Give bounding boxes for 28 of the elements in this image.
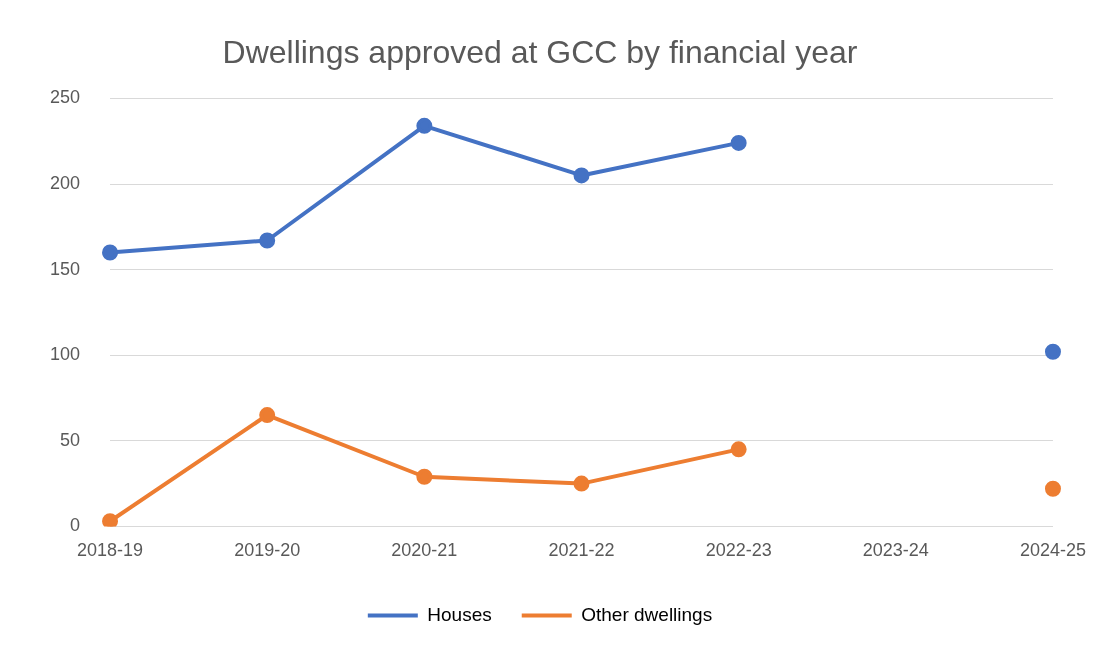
y-tick-label: 100 <box>49 344 81 365</box>
point <box>416 117 433 134</box>
x-tick-label: 2019-20 <box>234 540 301 561</box>
y-tick-label: 50 <box>60 429 81 450</box>
x-tick-label: 2018-19 <box>77 540 144 561</box>
x-tick-label: 2020-21 <box>391 540 458 561</box>
legend-label: Other dwellings <box>581 603 713 625</box>
point <box>1044 480 1061 497</box>
x-tick-label: 2022-23 <box>705 540 772 561</box>
chart-title: Dwellings approved at GCC by financial year <box>222 34 858 71</box>
y-tick-label: 0 <box>70 515 81 536</box>
y-tick-label: 200 <box>49 172 81 193</box>
y-tick-label: 250 <box>49 87 81 108</box>
y-tick-label: 150 <box>49 258 81 279</box>
point <box>259 232 276 249</box>
legend-label: Houses <box>427 603 492 625</box>
point <box>102 513 119 527</box>
point <box>416 468 433 485</box>
x-tick-label: 2021-22 <box>548 540 615 561</box>
point <box>730 134 747 151</box>
point <box>259 407 276 424</box>
point <box>573 475 590 492</box>
point <box>102 244 119 261</box>
point <box>573 167 590 184</box>
point <box>730 441 747 458</box>
point <box>1044 343 1061 360</box>
x-tick-label: 2024-25 <box>1019 540 1086 561</box>
x-tick-label: 2023-24 <box>862 540 929 561</box>
